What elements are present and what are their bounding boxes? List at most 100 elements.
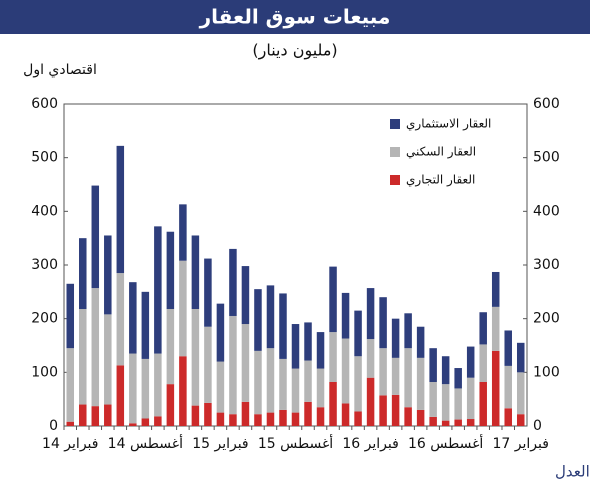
bar-segment xyxy=(141,291,150,359)
y2-tick-label: 0 xyxy=(533,418,542,434)
bar-segment xyxy=(441,356,450,385)
legend-swatch xyxy=(390,147,400,157)
bar-segment xyxy=(316,407,325,426)
bar-segment xyxy=(416,357,425,410)
bar-segment xyxy=(241,401,250,426)
bar-segment xyxy=(241,266,250,325)
bar-segment xyxy=(379,297,387,349)
bar-segment xyxy=(254,289,262,351)
bar-segment xyxy=(516,342,525,373)
bar-segment xyxy=(116,145,125,274)
bar-segment xyxy=(491,306,500,351)
bar-segment xyxy=(354,411,362,426)
bar-segment xyxy=(129,423,137,426)
bar-segment xyxy=(66,283,75,349)
bar-segment xyxy=(66,421,75,426)
legend-label: العقار السكني xyxy=(406,145,476,160)
y2-tick-label: 600 xyxy=(533,96,560,112)
bar-segment xyxy=(304,322,312,361)
bar-segment xyxy=(204,258,212,327)
bar-segment xyxy=(179,356,187,426)
y2-tick-label: 400 xyxy=(533,203,560,219)
bar-segment xyxy=(229,315,237,415)
bar-segment xyxy=(154,226,162,354)
bar-segment xyxy=(216,303,225,362)
x-tick-label: فبراير 16 xyxy=(342,436,398,452)
bar-segment xyxy=(391,357,400,395)
bar-segment xyxy=(141,358,150,419)
bar-segment xyxy=(79,309,87,405)
bar-segment xyxy=(341,338,350,404)
bar-segment xyxy=(104,235,112,315)
bar-segment xyxy=(516,414,525,426)
bar-segment xyxy=(279,358,287,410)
bar-segment xyxy=(154,353,162,417)
bar-segment xyxy=(366,339,375,378)
bar-segment xyxy=(91,288,100,407)
y2-tick-label: 100 xyxy=(533,364,560,380)
y-tick-label: 600 xyxy=(31,96,58,112)
bar-segment xyxy=(266,412,275,426)
x-tick-label: أغسطس 16 xyxy=(408,434,483,452)
bar-segment xyxy=(291,368,300,413)
bar-segment xyxy=(504,408,512,426)
bar-segment xyxy=(279,293,287,359)
bar-segment xyxy=(254,414,262,426)
x-tick-label: فبراير 17 xyxy=(493,436,549,452)
bar-segment xyxy=(291,324,300,369)
bar-segment xyxy=(304,360,312,402)
bar-segment xyxy=(66,348,75,422)
bar-segment xyxy=(466,377,475,420)
source: المصدر: وزارة العدل xyxy=(555,463,590,481)
bar-segment xyxy=(154,416,162,426)
bar-segment xyxy=(216,361,225,413)
legend-label: العقار التجاري xyxy=(406,173,475,188)
chart-title: مبيعات سوق العقار xyxy=(199,5,391,29)
y2-tick-label: 300 xyxy=(533,257,560,273)
bar-segment xyxy=(466,419,475,426)
bar-segment xyxy=(491,271,500,307)
y-tick-label: 0 xyxy=(49,418,58,434)
brand: اقتصادي اول xyxy=(23,62,97,78)
bar-segment xyxy=(479,312,487,345)
bar-segment xyxy=(504,330,512,366)
legend-swatch xyxy=(390,119,400,129)
bar-segment xyxy=(166,231,175,310)
bar-segment xyxy=(179,204,187,261)
bar-segment xyxy=(79,404,87,426)
x-tick-label: فبراير 14 xyxy=(42,436,98,452)
bar-segment xyxy=(229,248,237,316)
bar-segment xyxy=(366,288,375,340)
bar-segment xyxy=(104,314,112,405)
y-tick-label: 300 xyxy=(31,257,58,273)
bar-segment xyxy=(179,260,187,357)
x-tick-label: أغسطس 15 xyxy=(258,434,333,452)
bar-segment xyxy=(429,381,437,417)
y-tick-label: 400 xyxy=(31,203,58,219)
legend-swatch xyxy=(390,175,400,185)
bar-segment xyxy=(379,395,387,426)
bar-segment xyxy=(404,348,412,408)
bar-segment xyxy=(279,409,287,426)
bar-segment xyxy=(416,409,425,426)
y2-tick-label: 200 xyxy=(533,311,560,327)
bar-segment xyxy=(204,326,212,403)
bar-segment xyxy=(129,282,137,354)
bar-segment xyxy=(429,416,437,426)
bar-segment xyxy=(141,418,150,426)
bar-segment xyxy=(341,292,350,339)
bar-segment xyxy=(329,332,337,382)
bar-segment xyxy=(266,348,275,413)
bar-segment xyxy=(291,412,300,426)
bar-segment xyxy=(116,273,125,366)
bar-segment xyxy=(454,419,462,426)
bar-segment xyxy=(391,394,400,426)
bar-segment xyxy=(191,405,200,426)
bar-segment xyxy=(116,365,125,426)
bar-segment xyxy=(79,238,87,310)
bar-segment xyxy=(366,377,375,426)
x-tick-label: فبراير 15 xyxy=(192,436,248,452)
bar-segment xyxy=(416,326,425,358)
bar-segment xyxy=(254,350,262,415)
